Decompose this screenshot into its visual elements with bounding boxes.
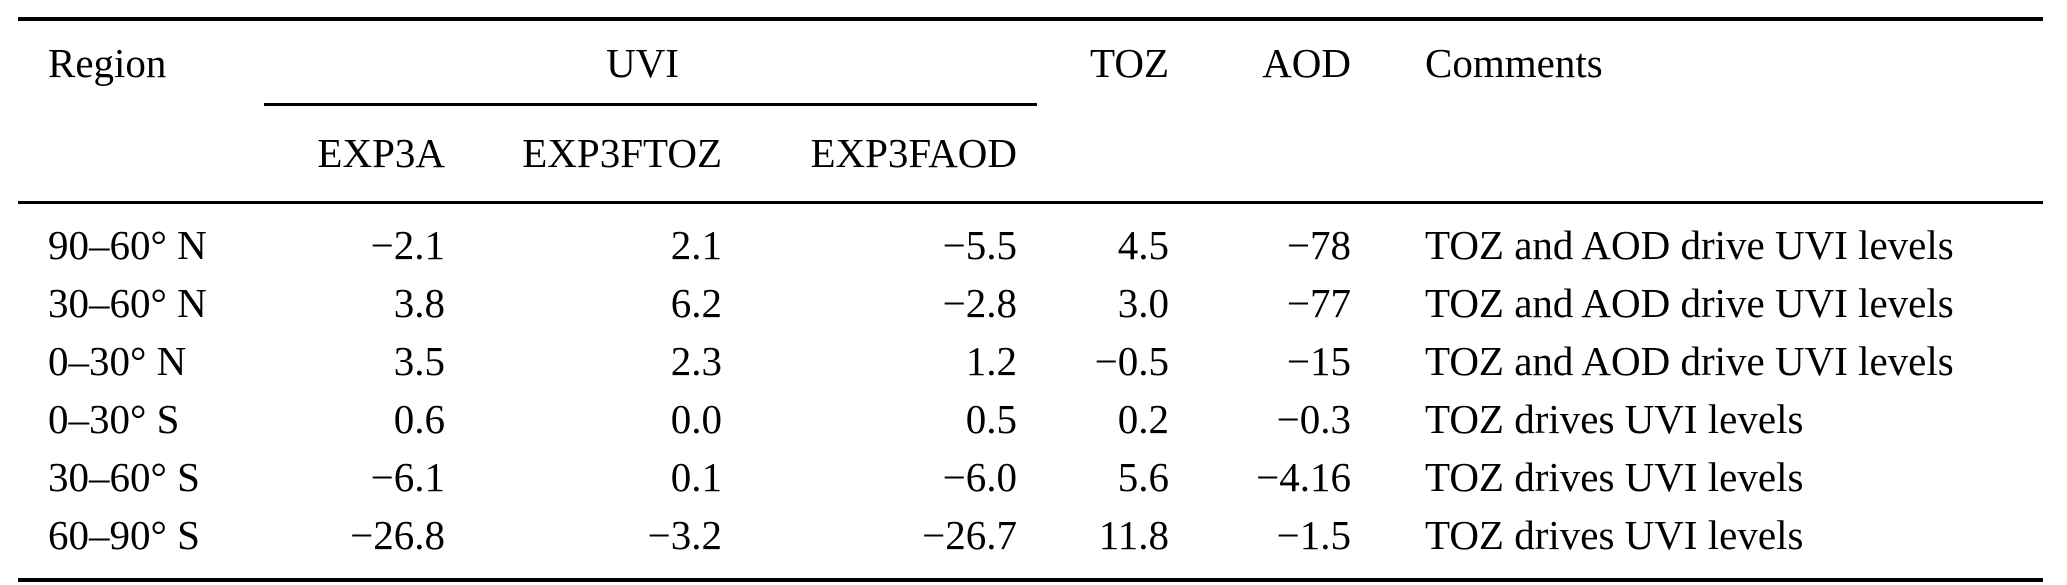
cell-comments: TOZ and AOD drive UVI levels [1425, 338, 1954, 384]
cell-comments: TOZ and AOD drive UVI levels [1425, 280, 1954, 326]
cell-comments: TOZ drives UVI levels [1425, 512, 1804, 558]
header-uvi-group: UVI [248, 19, 1038, 106]
cell-toz: 3.0 [1117, 280, 1170, 326]
cell-toz: 11.8 [1098, 512, 1170, 558]
cell-aod: −78 [1286, 222, 1352, 268]
cell-uvi-exp3faod: −2.8 [942, 280, 1018, 326]
cell-region: 60–90° S [48, 512, 200, 558]
cell-uvi-exp3a: 0.6 [393, 396, 445, 442]
results-table: Region UVI TOZ AOD Comments EXP3A EXP3FT… [18, 17, 2044, 582]
cell-region: 0–30° N [48, 338, 187, 384]
table-row: 0–30° S 0.6 0.0 0.5 0.2 −0.3 TOZ drives … [18, 390, 2043, 448]
table-row: 0–30° N 3.5 2.3 1.2 −0.5 −15 TOZ and AOD… [18, 332, 2043, 390]
cell-uvi-exp3a: −6.1 [370, 454, 445, 500]
cell-comments: TOZ drives UVI levels [1425, 396, 1804, 442]
table-row: 60–90° S −26.8 −3.2 −26.7 11.8 −1.5 TOZ … [18, 506, 2043, 580]
cell-region: 0–30° S [48, 396, 180, 442]
header-region: Region [18, 19, 248, 204]
cell-region: 30–60° S [48, 454, 200, 500]
cell-uvi-exp3faod: 0.5 [965, 396, 1018, 442]
cell-aod: −15 [1286, 338, 1352, 384]
cell-uvi-exp3ftoz: 2.1 [670, 222, 722, 268]
header-toz: TOZ [1037, 19, 1190, 204]
cell-uvi-exp3a: −26.8 [350, 512, 445, 558]
table-header: Region UVI TOZ AOD Comments EXP3A EXP3FT… [18, 19, 2044, 204]
cell-comments: TOZ and AOD drive UVI levels [1425, 222, 1954, 268]
header-sub-row: EXP3A EXP3FTOZ EXP3FAOD [18, 106, 2043, 204]
cell-aod: −0.3 [1276, 396, 1352, 442]
header-exp3faod: EXP3FAOD [742, 106, 1038, 204]
cell-uvi-exp3faod: 1.2 [965, 338, 1018, 384]
table-row: 30–60° S −6.1 0.1 −6.0 5.6 −4.16 TOZ dri… [18, 448, 2043, 506]
cell-comments: TOZ drives UVI levels [1425, 454, 1804, 500]
cell-region: 30–60° N [48, 280, 207, 326]
header-comments: Comments [1371, 19, 2044, 204]
cell-region: 90–60° N [48, 222, 207, 268]
cell-aod: −77 [1286, 280, 1352, 326]
header-exp3ftoz: EXP3FTOZ [465, 106, 742, 204]
cell-uvi-exp3ftoz: −3.2 [647, 512, 722, 558]
cell-uvi-exp3ftoz: 6.2 [670, 280, 722, 326]
cell-uvi-exp3a: −2.1 [370, 222, 445, 268]
table-row: 30–60° N 3.8 6.2 −2.8 3.0 −77 TOZ and AO… [18, 274, 2043, 332]
cell-uvi-exp3faod: −5.5 [942, 222, 1018, 268]
header-aod: AOD [1189, 19, 1372, 204]
cell-toz: 4.5 [1117, 222, 1170, 268]
header-group-row: Region UVI TOZ AOD Comments [18, 19, 2044, 204]
cell-uvi-exp3ftoz: 0.1 [670, 454, 722, 500]
table-body: 90–60° N −2.1 2.1 −5.5 4.5 −78 TOZ and A… [18, 203, 2043, 581]
table-row: 90–60° N −2.1 2.1 −5.5 4.5 −78 TOZ and A… [18, 203, 2043, 275]
cell-uvi-exp3faod: −26.7 [922, 512, 1018, 558]
cell-uvi-exp3a: 3.5 [393, 338, 445, 384]
cell-uvi-exp3ftoz: 2.3 [670, 338, 722, 384]
cell-toz: 0.2 [1117, 396, 1170, 442]
cell-uvi-exp3ftoz: 0.0 [670, 396, 722, 442]
cell-toz: 5.6 [1117, 454, 1170, 500]
cell-uvi-exp3faod: −6.0 [942, 454, 1018, 500]
cell-toz: −0.5 [1094, 338, 1170, 384]
header-exp3a: EXP3A [248, 106, 465, 204]
cell-aod: −1.5 [1276, 512, 1352, 558]
cell-uvi-exp3a: 3.8 [393, 280, 445, 326]
cell-aod: −4.16 [1256, 454, 1352, 500]
